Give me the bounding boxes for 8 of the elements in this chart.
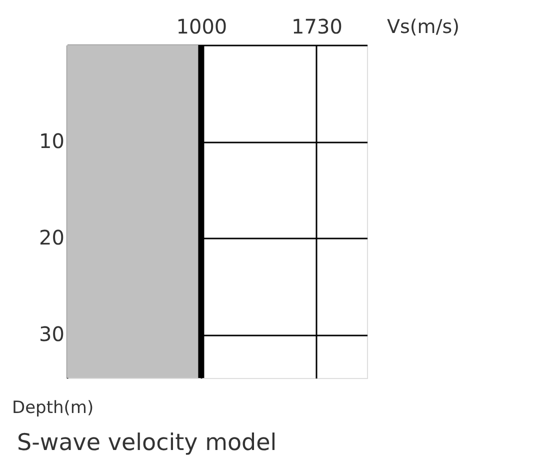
y-tick-label: 30 [39, 322, 64, 346]
y-axis-title: Depth(m) [12, 398, 94, 418]
y-tick-label: 10 [39, 129, 64, 154]
x-axis-title: Vs(m/s) [387, 16, 460, 38]
text: S-wave velocity model [17, 430, 277, 456]
y-tick-label: 20 [39, 226, 64, 250]
x-tick-label: 1730 [292, 14, 342, 38]
x-tick-label: 1000 [176, 14, 228, 38]
